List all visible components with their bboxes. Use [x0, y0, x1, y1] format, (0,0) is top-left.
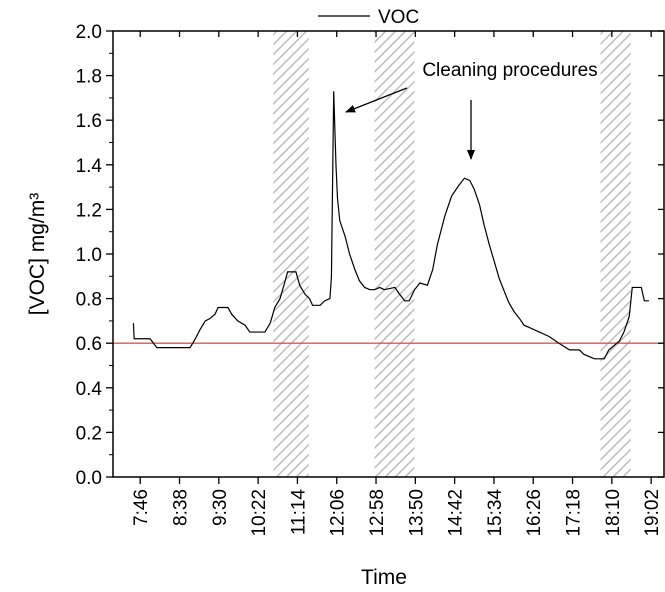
x-tick-label: 9:30 [210, 489, 231, 526]
plot-area [113, 91, 664, 360]
x-tick-label: 14:42 [446, 489, 467, 537]
x-tick-label: 12:06 [328, 489, 349, 537]
x-tick-label: 7:46 [131, 489, 152, 526]
y-tick-label: 0.2 [76, 423, 102, 444]
shaded-region [600, 31, 631, 477]
y-tick-label: 1.4 [76, 156, 103, 177]
shaded-regions [273, 31, 631, 477]
x-tick-label: 11:14 [288, 489, 309, 536]
data-line [132, 91, 649, 360]
y-tick-label: 1.8 [76, 67, 102, 88]
shaded-region [273, 31, 309, 477]
x-tick-label: 18:10 [603, 489, 624, 537]
x-tick-label: 15:34 [485, 489, 506, 537]
x-axis-title: Time [361, 566, 407, 589]
x-tick-label: 8:38 [171, 489, 192, 526]
y-tick-label: 0.4 [76, 379, 103, 400]
y-tick-label: 1.2 [76, 200, 102, 221]
x-tick-label: 19:02 [642, 489, 663, 537]
y-tick-label: 0.8 [76, 290, 102, 311]
x-tick-label: 12:58 [367, 489, 388, 537]
y-tick-label: 2.0 [76, 22, 102, 43]
x-tick-label: 10:22 [249, 489, 270, 537]
y-tick-label: 1.0 [76, 245, 102, 266]
shaded-region [374, 31, 415, 477]
y-tick-label: 0.6 [76, 334, 102, 355]
y-tick-label: 1.6 [76, 111, 102, 132]
y-axis-title: [VOC] mg/m³ [26, 193, 49, 316]
x-tick-label: 17:18 [564, 489, 585, 537]
y-tick-label: 0.0 [76, 468, 102, 489]
legend-label: VOC [378, 7, 419, 28]
annotation: Cleaning procedures [422, 60, 597, 81]
x-tick-label: 13:50 [406, 489, 427, 537]
annotation-arrow [345, 87, 408, 113]
x-tick-label: 16:26 [524, 489, 545, 537]
